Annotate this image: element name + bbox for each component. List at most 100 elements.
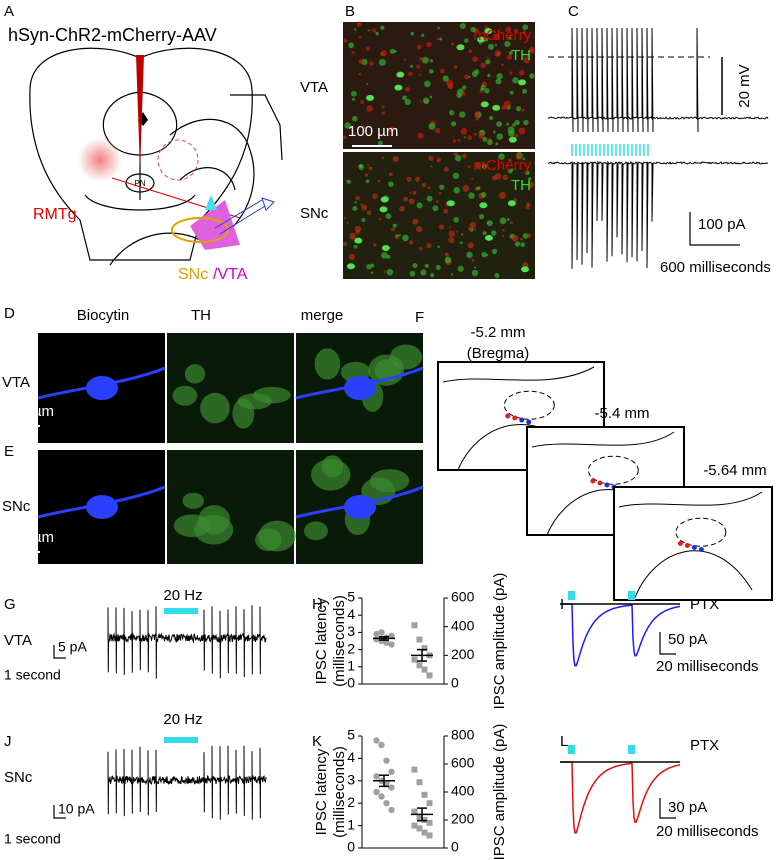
scale-bar xyxy=(53,805,66,819)
speckle xyxy=(471,177,474,180)
speckle xyxy=(453,152,458,157)
speckle xyxy=(434,127,441,134)
speckle xyxy=(467,242,474,249)
atlas-outline xyxy=(618,491,763,601)
speckle xyxy=(480,191,487,198)
stimulus-label: 20 Hz xyxy=(163,711,202,728)
speckle xyxy=(506,54,512,60)
neurite xyxy=(37,366,166,400)
speckle xyxy=(360,203,363,206)
trace xyxy=(107,605,267,679)
speckle xyxy=(525,205,530,210)
recorded-cell xyxy=(677,541,683,546)
data-point xyxy=(373,773,380,780)
scale-label: 30 pA xyxy=(668,799,707,816)
speckle xyxy=(366,210,372,216)
speckle xyxy=(420,269,427,276)
speckle xyxy=(474,266,477,269)
speckle xyxy=(419,100,423,103)
speckle xyxy=(351,51,355,55)
data-point xyxy=(411,656,418,663)
speckle xyxy=(522,24,529,31)
speckle xyxy=(485,59,491,65)
row-label: VTA xyxy=(2,374,30,391)
speckle xyxy=(514,241,521,247)
speckle xyxy=(424,263,429,268)
speckle xyxy=(416,44,422,50)
speckle xyxy=(361,204,368,211)
speckle xyxy=(416,226,423,233)
y-tick-label: 5 xyxy=(347,589,355,605)
atlas-outline xyxy=(503,390,555,420)
speckle xyxy=(469,221,477,229)
panel-letter: H xyxy=(312,596,323,613)
scale-label: 100 µm xyxy=(348,123,398,140)
speckle xyxy=(518,127,526,135)
speckle xyxy=(378,217,382,221)
trace xyxy=(560,761,681,834)
section-label: -5.64 mm xyxy=(703,462,766,479)
row-label: SNc xyxy=(4,769,33,786)
speckle xyxy=(450,42,454,46)
speckle xyxy=(392,223,397,228)
y-tick-label: 2 xyxy=(347,640,355,656)
stimulus-mark xyxy=(628,745,635,754)
y-axis-label: (milliseconds) xyxy=(331,746,348,838)
row-label: VTA xyxy=(4,632,32,649)
y2-axis-label: IPSC amplitude (pA) xyxy=(491,573,508,710)
panel-letter: C xyxy=(568,3,579,20)
speckle xyxy=(492,33,500,41)
speckle xyxy=(377,179,381,183)
cell xyxy=(184,364,206,384)
speckle xyxy=(399,206,405,212)
speckle xyxy=(370,263,375,268)
speckle xyxy=(440,68,445,74)
speckle xyxy=(428,122,436,130)
speckle xyxy=(358,163,363,168)
speckle xyxy=(419,56,424,61)
speckle xyxy=(343,135,347,139)
speckle xyxy=(494,273,500,279)
speckle xyxy=(428,155,434,161)
speckle xyxy=(426,41,432,48)
speckle xyxy=(388,181,394,187)
speckle xyxy=(370,271,374,274)
speckle xyxy=(509,71,513,75)
speckle xyxy=(493,130,496,134)
speckle xyxy=(437,245,440,249)
scale-label: 10 pA xyxy=(58,801,95,817)
scale-bar xyxy=(659,798,676,819)
speckle xyxy=(449,110,455,116)
speckle xyxy=(453,187,460,194)
title: hSyn-ChR2-mCherry-AAV xyxy=(8,25,217,45)
speckle xyxy=(463,136,466,139)
section-label: -5.2 mm xyxy=(470,324,525,341)
panel-letter: F xyxy=(415,309,424,326)
speckle xyxy=(499,217,507,225)
y-tick-label: 1 xyxy=(347,658,355,674)
speckle xyxy=(409,240,414,245)
cell xyxy=(366,94,375,101)
channel-label: TH xyxy=(511,47,531,64)
speckle xyxy=(409,270,416,277)
speckle xyxy=(495,78,502,85)
speckle xyxy=(381,156,385,160)
scale-bar xyxy=(659,632,676,655)
label: RMTg xyxy=(33,206,77,223)
data-point xyxy=(411,766,418,773)
speckle xyxy=(509,90,514,95)
speckle xyxy=(479,89,483,93)
speckle xyxy=(377,140,383,146)
data-point xyxy=(411,822,418,829)
speckle xyxy=(412,262,418,269)
speckle xyxy=(372,193,378,200)
speckle xyxy=(365,179,370,184)
y-tick-label: 1 xyxy=(347,816,355,832)
speckle xyxy=(529,73,535,79)
speckle xyxy=(467,135,473,140)
speckle xyxy=(489,115,494,121)
speckle xyxy=(432,205,439,212)
speckle xyxy=(408,198,415,205)
y-tick-label: 0 xyxy=(347,839,355,855)
speckle xyxy=(513,28,518,33)
